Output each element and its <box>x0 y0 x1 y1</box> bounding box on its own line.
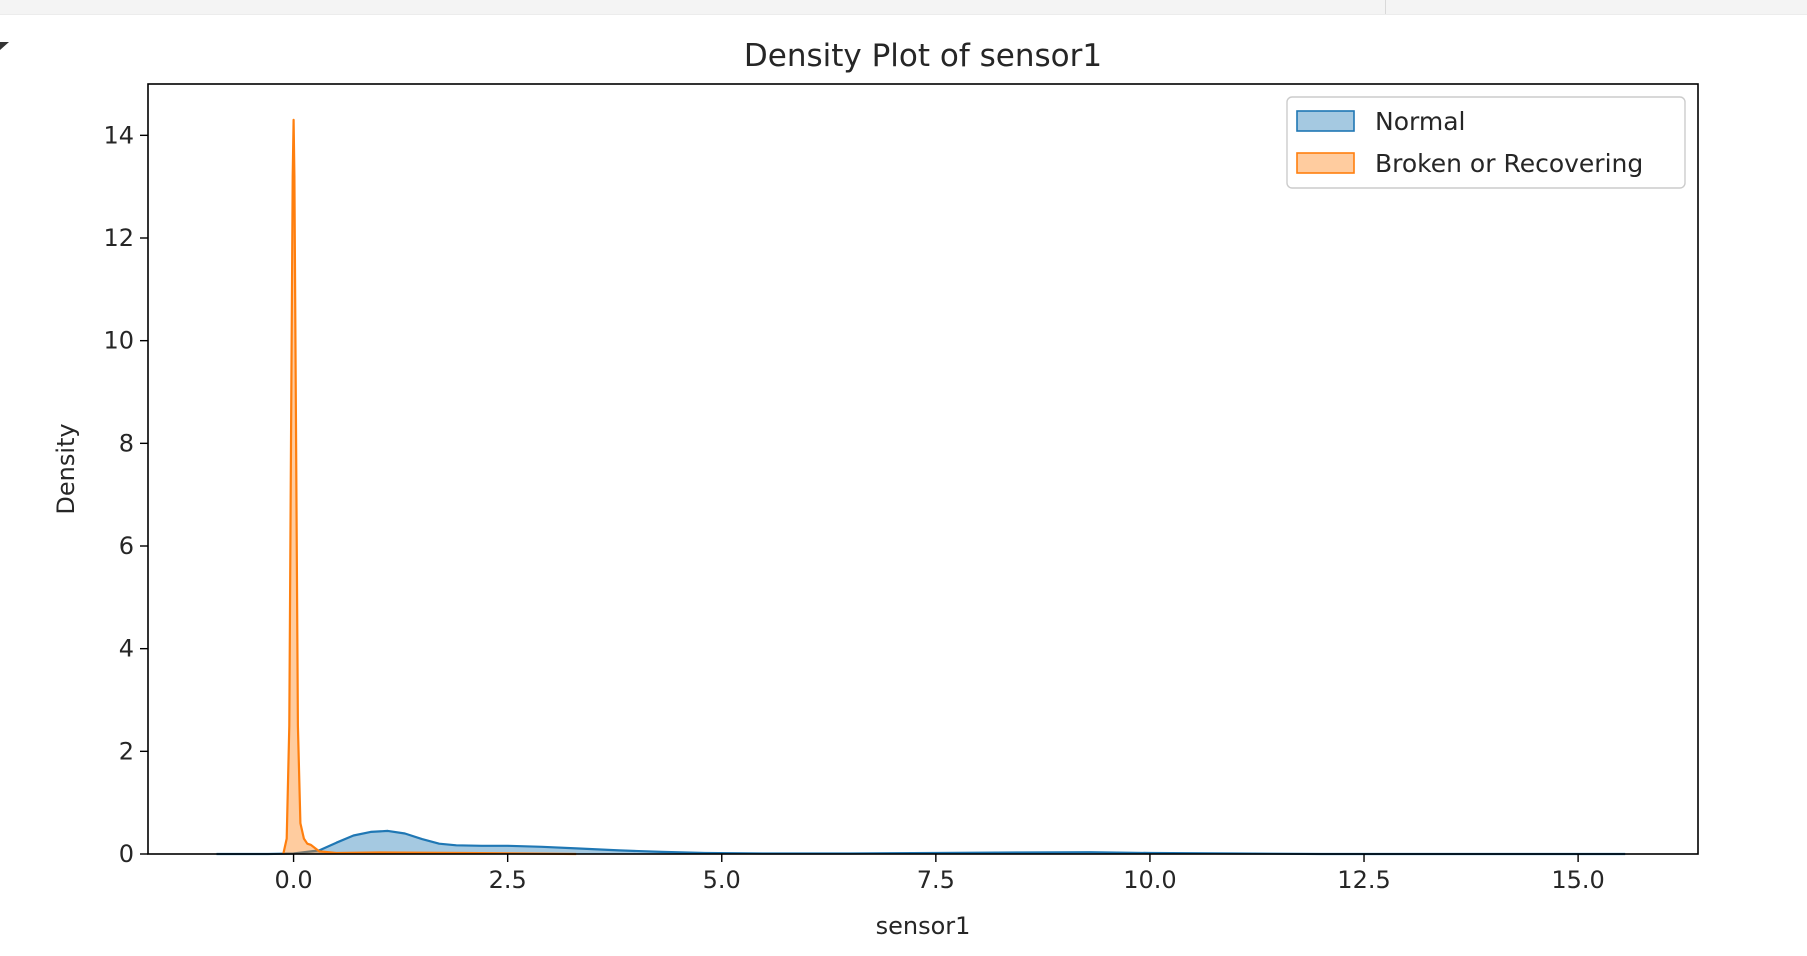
legend-box <box>1286 96 1686 189</box>
legend-swatch-normal <box>1296 110 1355 132</box>
x-tick-label: 15.0 <box>1551 866 1604 894</box>
y-axis: 0 2 4 6 8 10 12 14 <box>103 121 148 868</box>
x-tick-label: 5.0 <box>703 866 741 894</box>
y-tick-label: 6 <box>119 532 134 560</box>
legend-label-normal: Normal <box>1375 107 1465 136</box>
plot-area <box>216 118 1626 856</box>
series-area-broken-or-recovering <box>283 119 577 854</box>
x-tick-label: 0.0 <box>274 866 312 894</box>
series-line-normal <box>216 829 1626 856</box>
y-tick-label: 0 <box>119 840 134 868</box>
top-bar-divider <box>1385 0 1386 14</box>
x-tick-label: 10.0 <box>1123 866 1176 894</box>
collapse-arrow-icon[interactable] <box>0 42 10 52</box>
series-line-broken-or-recovering <box>282 118 577 856</box>
legend: Normal Broken or Recovering <box>1286 96 1686 189</box>
x-tick-label: 7.5 <box>917 866 955 894</box>
y-tick-label: 8 <box>119 429 134 457</box>
axes-frame <box>147 83 1699 855</box>
y-axis-label: Density <box>52 423 80 514</box>
series-area-normal <box>216 830 1626 854</box>
legend-label-broken-or-recovering: Broken or Recovering <box>1375 149 1643 178</box>
x-tick-label: 2.5 <box>489 866 527 894</box>
y-tick-label: 4 <box>119 635 134 663</box>
chart-title: Density Plot of sensor1 <box>744 38 1102 74</box>
y-tick-label: 10 <box>103 327 134 355</box>
x-tick-label: 12.5 <box>1337 866 1390 894</box>
y-tick-label: 2 <box>119 737 134 765</box>
x-axis-label: sensor1 <box>876 912 971 940</box>
notebook-top-bar <box>0 0 1807 15</box>
legend-swatch-broken-or-recovering <box>1296 152 1355 174</box>
y-tick-label: 12 <box>103 224 134 252</box>
y-tick-label: 14 <box>103 121 134 149</box>
x-axis: 0.0 2.5 5.0 7.5 10.0 12.5 15.0 <box>274 854 1605 894</box>
